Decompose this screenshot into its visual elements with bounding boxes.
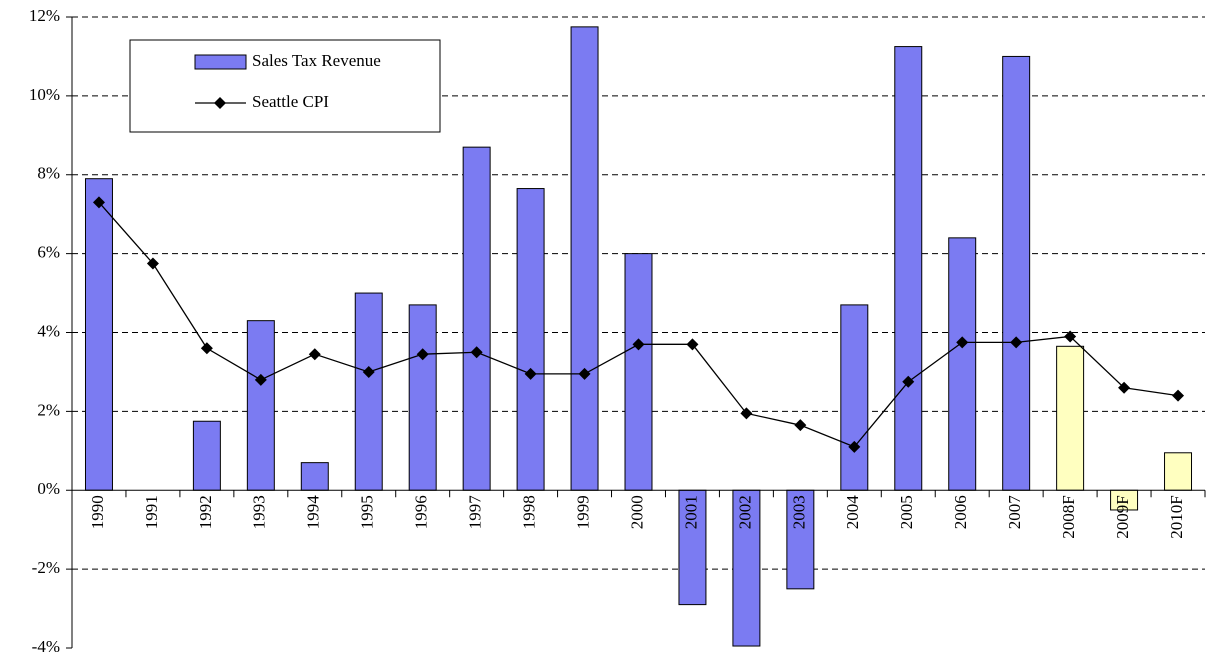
x-tick-label: 1994 xyxy=(304,495,323,530)
bar xyxy=(516,188,545,491)
x-tick-label: 2003 xyxy=(789,495,808,529)
x-tick-label: 2002 xyxy=(735,495,754,529)
legend-marker xyxy=(214,97,226,109)
y-tick-label: 4% xyxy=(37,321,60,340)
marker xyxy=(740,407,753,420)
marker xyxy=(416,348,429,361)
bar xyxy=(300,462,329,491)
bar xyxy=(462,146,491,491)
bar xyxy=(1056,345,1085,491)
bar xyxy=(624,253,653,491)
y-tick-label: 0% xyxy=(37,479,60,498)
marker xyxy=(1118,381,1131,394)
marker xyxy=(794,419,807,432)
y-tick-label: -2% xyxy=(32,558,60,577)
x-tick-label: 1999 xyxy=(573,495,592,529)
bar xyxy=(840,304,869,491)
marker xyxy=(470,346,483,359)
y-tick-label: 2% xyxy=(37,400,60,419)
bar xyxy=(948,237,977,491)
x-tick-label: 2006 xyxy=(951,495,970,529)
marker xyxy=(686,338,699,351)
bar xyxy=(246,320,275,491)
marker xyxy=(1064,330,1077,343)
marker xyxy=(362,365,375,378)
bar xyxy=(894,46,923,491)
legend-label: Seattle CPI xyxy=(252,92,329,111)
bar xyxy=(732,489,761,647)
y-tick-label: 8% xyxy=(37,164,60,183)
marker xyxy=(902,375,915,388)
x-tick-label: 1990 xyxy=(88,495,107,529)
x-tick-label: 2010F xyxy=(1167,495,1186,538)
x-tick-label: 2001 xyxy=(681,495,700,529)
marker xyxy=(524,367,537,380)
marker xyxy=(92,196,105,209)
marker xyxy=(848,440,861,453)
x-tick-label: 2008F xyxy=(1059,495,1078,538)
legend-swatch xyxy=(194,54,247,70)
y-tick-label: 12% xyxy=(29,6,60,25)
x-tick-label: 1998 xyxy=(520,495,539,529)
marker xyxy=(1010,336,1023,349)
x-tick-label: 1995 xyxy=(358,495,377,529)
marker xyxy=(146,257,159,270)
marker xyxy=(578,367,591,380)
y-tick-label: -4% xyxy=(32,637,60,656)
y-tick-label: 10% xyxy=(29,85,60,104)
marker xyxy=(1172,389,1185,402)
x-tick-label: 1992 xyxy=(196,495,215,529)
x-tick-label: 1993 xyxy=(250,495,269,529)
x-tick-label: 2004 xyxy=(843,495,862,530)
x-tick-label: 1997 xyxy=(466,495,485,530)
marker xyxy=(254,373,267,386)
bar xyxy=(354,292,383,491)
bar xyxy=(1002,55,1031,491)
x-tick-label: 1991 xyxy=(142,495,161,529)
bar xyxy=(570,26,599,491)
bar xyxy=(192,420,221,491)
x-tick-label: 1996 xyxy=(412,495,431,529)
bar xyxy=(678,489,707,606)
marker xyxy=(632,338,645,351)
bar xyxy=(84,178,113,491)
x-tick-label: 2005 xyxy=(897,495,916,529)
legend-label: Sales Tax Revenue xyxy=(252,51,381,70)
y-tick-label: 6% xyxy=(37,243,60,262)
x-tick-label: 2007 xyxy=(1005,495,1024,530)
x-tick-label: 2009F xyxy=(1113,495,1132,538)
marker xyxy=(956,336,969,349)
marker xyxy=(308,348,321,361)
bar xyxy=(408,304,437,491)
x-tick-label: 2000 xyxy=(627,495,646,529)
marker xyxy=(200,342,213,355)
bar xyxy=(1164,452,1193,491)
legend xyxy=(129,39,441,133)
